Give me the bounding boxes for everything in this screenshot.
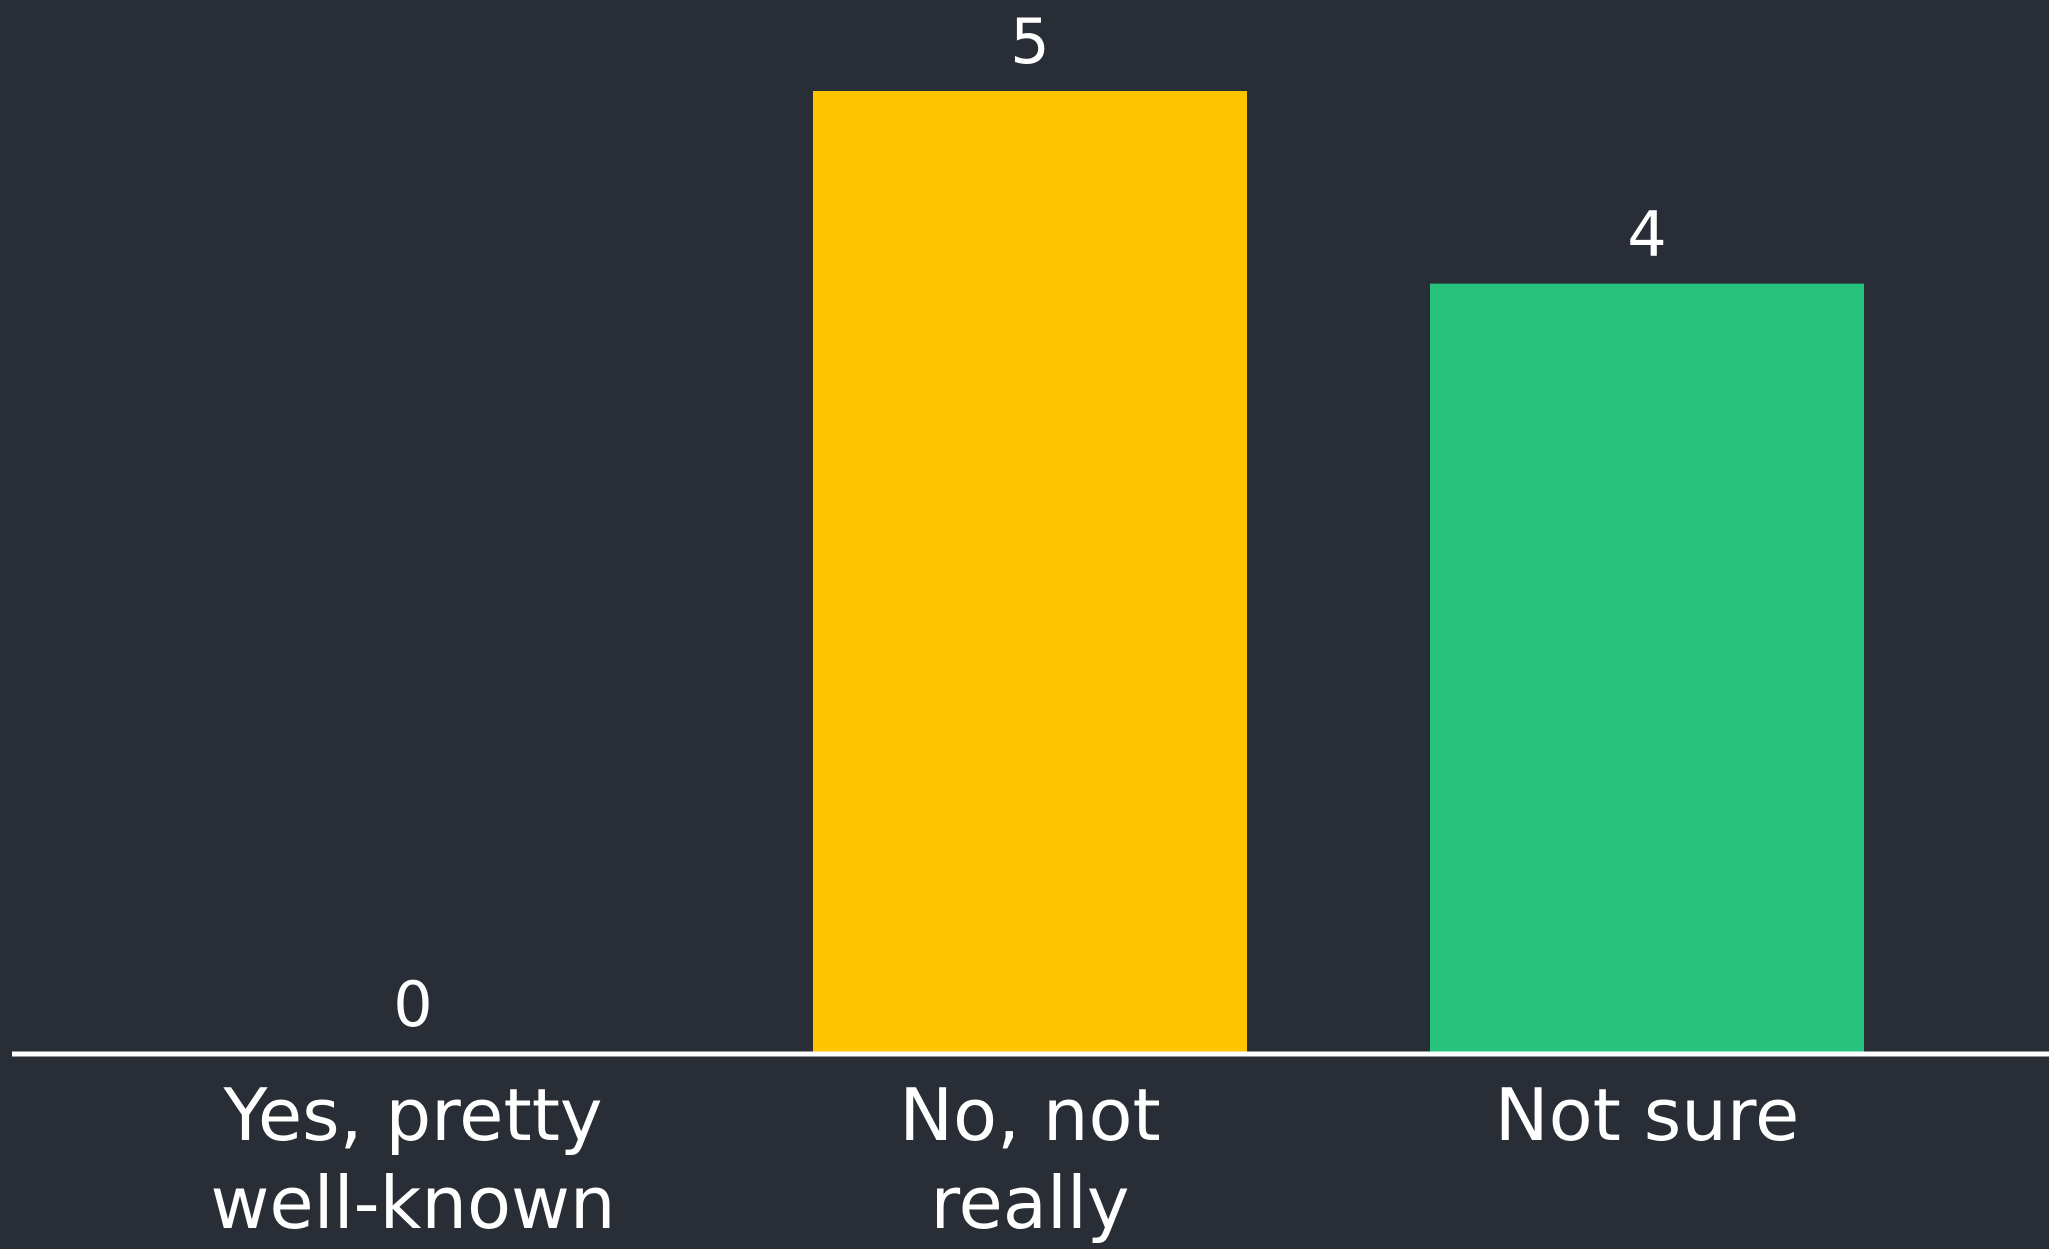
bars-group	[813, 91, 1864, 1055]
category-label-2: No, not really	[899, 1073, 1161, 1245]
bar-2	[813, 91, 1247, 1054]
value-labels-group: 0 5 4	[393, 5, 1666, 1041]
value-label-1: 0	[393, 968, 432, 1041]
category-label-1: Yes, pretty well-known	[210, 1073, 615, 1245]
category-label-1-line-1: Yes, pretty	[222, 1073, 602, 1157]
category-label-3-line-1: Not sure	[1495, 1073, 1800, 1157]
category-label-2-line-1: No, not	[899, 1073, 1161, 1157]
category-label-2-line-2: really	[930, 1161, 1129, 1245]
value-label-2: 5	[1010, 5, 1049, 78]
category-label-3: Not sure	[1495, 1073, 1800, 1157]
category-label-1-line-2: well-known	[210, 1161, 615, 1245]
bar-3	[1430, 283, 1864, 1055]
value-label-3: 4	[1627, 198, 1666, 271]
category-labels-group: Yes, pretty well-known No, not really Not su…	[210, 1073, 1799, 1245]
